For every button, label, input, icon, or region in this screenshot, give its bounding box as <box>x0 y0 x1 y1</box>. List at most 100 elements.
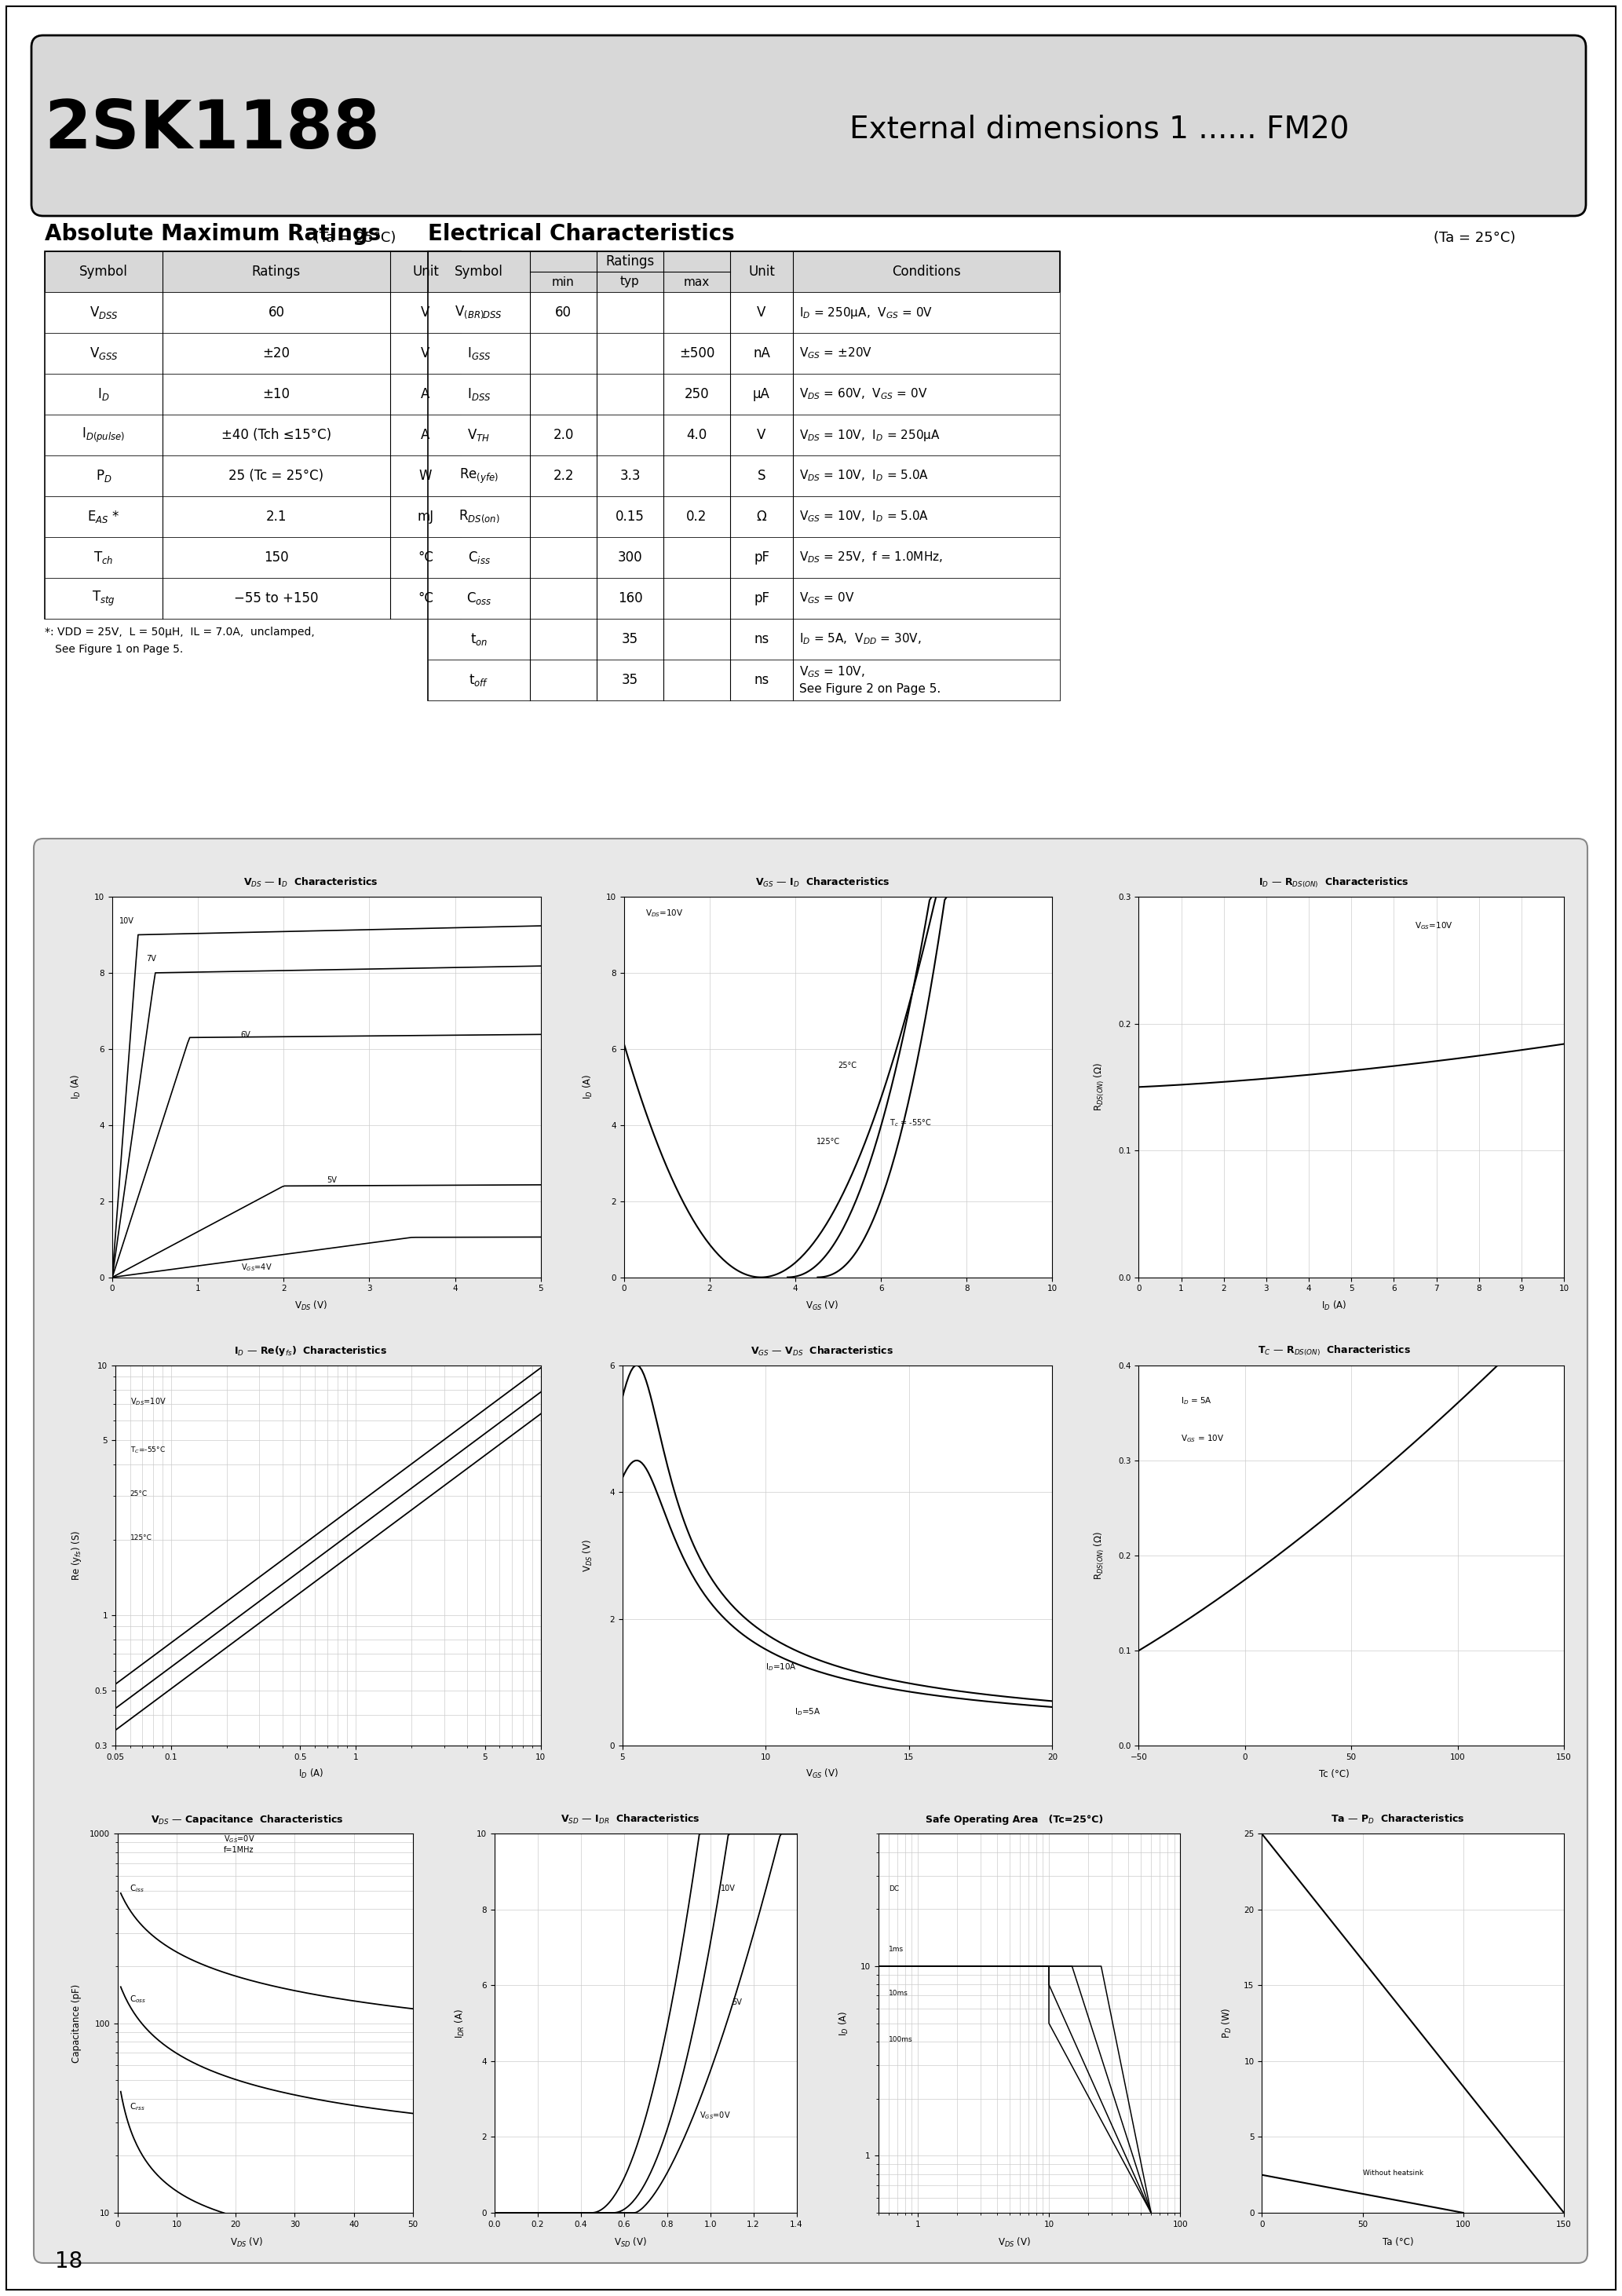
Text: V$_{SD}$ (V): V$_{SD}$ (V) <box>615 2236 647 2248</box>
Text: ±20: ±20 <box>263 347 290 360</box>
Text: Conditions: Conditions <box>892 264 960 278</box>
Text: 4.0: 4.0 <box>686 427 707 443</box>
Text: V$_{DS}$ = 10V,  I$_D$ = 5.0A: V$_{DS}$ = 10V, I$_D$ = 5.0A <box>800 468 929 482</box>
Text: I$_D$: I$_D$ <box>97 386 110 402</box>
Text: I$_D$ — R$_{DS (ON)}$  Characteristics: I$_D$ — R$_{DS (ON)}$ Characteristics <box>1259 875 1410 889</box>
Text: V$_{GS}$=4V: V$_{GS}$=4V <box>240 1263 272 1272</box>
Text: V$_{DS}$ — Capacitance  Characteristics: V$_{DS}$ — Capacitance Characteristics <box>151 1814 344 1825</box>
Text: R$_{DS(ON)}$ (Ω): R$_{DS(ON)}$ (Ω) <box>1093 1063 1106 1111</box>
Text: V$_{GS}$ — V$_{DS}$  Characteristics: V$_{GS}$ — V$_{DS}$ Characteristics <box>751 1345 894 1357</box>
Text: mJ: mJ <box>417 510 433 523</box>
Bar <box>45 250 461 292</box>
Text: A: A <box>422 388 430 402</box>
Text: T$_{ch}$: T$_{ch}$ <box>94 549 114 565</box>
Text: 5V: 5V <box>326 1176 337 1185</box>
Text: Unit: Unit <box>412 264 440 278</box>
Text: E$_{AS}$ *: E$_{AS}$ * <box>88 510 120 523</box>
Text: t$_{on}$: t$_{on}$ <box>470 631 488 647</box>
Bar <box>428 659 1059 700</box>
Text: I$_{DR}$ (A): I$_{DR}$ (A) <box>454 2009 466 2039</box>
Text: °C: °C <box>418 592 433 606</box>
Text: Without heatsink: Without heatsink <box>1362 2170 1422 2177</box>
Bar <box>428 537 1059 579</box>
Text: 250: 250 <box>684 388 709 402</box>
Text: I$_D$ (A): I$_D$ (A) <box>1322 1300 1346 1311</box>
Bar <box>45 250 461 618</box>
Text: V$_{TH}$: V$_{TH}$ <box>467 427 490 443</box>
Text: ns: ns <box>754 631 769 645</box>
Text: −55 to +150: −55 to +150 <box>234 592 318 606</box>
Text: 100ms: 100ms <box>889 2037 913 2043</box>
Text: C$_{oss}$: C$_{oss}$ <box>130 1993 146 2004</box>
Text: C$_{iss}$: C$_{iss}$ <box>130 1883 144 1894</box>
Text: 0.15: 0.15 <box>616 510 644 523</box>
Text: C$_{rss}$: C$_{rss}$ <box>130 2101 144 2112</box>
Text: V: V <box>757 305 766 319</box>
Text: min: min <box>551 276 574 287</box>
Text: V$_{DS}$=10V: V$_{DS}$=10V <box>130 1396 165 1407</box>
Text: ±500: ±500 <box>680 347 715 360</box>
Text: V$_{GS}$ = 0V: V$_{GS}$ = 0V <box>800 590 855 606</box>
Text: 35: 35 <box>621 631 639 645</box>
Text: Capacitance (pF): Capacitance (pF) <box>71 1984 81 2062</box>
Text: See Figure 1 on Page 5.: See Figure 1 on Page 5. <box>45 643 183 654</box>
Bar <box>428 292 1059 333</box>
Text: 160: 160 <box>618 592 642 606</box>
Text: See Figure 2 on Page 5.: See Figure 2 on Page 5. <box>800 684 941 696</box>
Text: I$_D$ (A): I$_D$ (A) <box>837 2011 850 2037</box>
Text: V$_{DS}$ (V): V$_{DS}$ (V) <box>230 2236 263 2248</box>
Text: 7V: 7V <box>146 955 157 962</box>
Text: Symbol: Symbol <box>79 264 128 278</box>
Text: 2SK1188: 2SK1188 <box>44 96 380 163</box>
Text: I$_{D (pulse)}$: I$_{D (pulse)}$ <box>83 425 125 443</box>
Text: DC: DC <box>889 1885 899 1892</box>
Text: V: V <box>757 427 766 443</box>
Text: I$_D$ — Re(y$_{fs}$)  Characteristics: I$_D$ — Re(y$_{fs}$) Characteristics <box>234 1345 388 1357</box>
Text: T$_c$ = -55°C: T$_c$ = -55°C <box>889 1118 931 1127</box>
Text: S: S <box>757 468 766 482</box>
Bar <box>428 579 1059 618</box>
Text: 18: 18 <box>55 2250 83 2273</box>
Text: V$_{GS}$ = 10V,  I$_D$ = 5.0A: V$_{GS}$ = 10V, I$_D$ = 5.0A <box>800 510 929 523</box>
Text: ns: ns <box>754 673 769 687</box>
Text: V$_{DSS}$: V$_{DSS}$ <box>89 305 118 321</box>
Text: Ω: Ω <box>756 510 767 523</box>
Text: 125°C: 125°C <box>816 1139 840 1146</box>
Text: Re (y$_{fs}$) (S): Re (y$_{fs}$) (S) <box>70 1531 83 1580</box>
Bar <box>45 333 461 374</box>
Text: V$_{DS}$ — I$_D$  Characteristics: V$_{DS}$ — I$_D$ Characteristics <box>243 877 378 889</box>
Bar <box>428 250 1059 292</box>
Text: 150: 150 <box>264 551 289 565</box>
FancyBboxPatch shape <box>31 34 1586 216</box>
Text: V$_{DS}$ (V): V$_{DS}$ (V) <box>998 2236 1030 2248</box>
Text: Ta (°C): Ta (°C) <box>1382 2239 1413 2248</box>
Bar <box>428 496 1059 537</box>
Text: V$_{GS}$ (V): V$_{GS}$ (V) <box>806 1768 839 1779</box>
Text: I$_D$=5A: I$_D$=5A <box>795 1706 821 1717</box>
FancyBboxPatch shape <box>34 838 1588 2264</box>
Text: Symbol: Symbol <box>454 264 503 278</box>
Text: V$_{GSS}$: V$_{GSS}$ <box>89 344 118 360</box>
Text: typ: typ <box>620 276 639 287</box>
Text: Electrical Characteristics: Electrical Characteristics <box>428 223 735 246</box>
Text: C$_{oss}$: C$_{oss}$ <box>466 590 491 606</box>
Text: R$_{DS(ON)}$ (Ω): R$_{DS(ON)}$ (Ω) <box>1093 1531 1106 1580</box>
Text: P$_D$ (W): P$_D$ (W) <box>1221 2007 1234 2039</box>
Bar <box>45 416 461 455</box>
Text: V$_{GS}$=10V: V$_{GS}$=10V <box>1414 921 1453 932</box>
Text: °C: °C <box>418 551 433 565</box>
Text: 10V: 10V <box>118 916 135 925</box>
Bar <box>45 537 461 579</box>
Text: I$_D$ (A): I$_D$ (A) <box>581 1075 594 1100</box>
Text: 2.0: 2.0 <box>553 427 574 443</box>
Text: V$_{DS}$=10V: V$_{DS}$=10V <box>646 907 683 918</box>
Text: 1ms: 1ms <box>889 1945 903 1954</box>
Text: I$_{GSS}$: I$_{GSS}$ <box>467 344 491 360</box>
Text: 25 (Tc = 25°C): 25 (Tc = 25°C) <box>229 468 324 482</box>
Text: I$_{DSS}$: I$_{DSS}$ <box>467 386 491 402</box>
Bar <box>428 618 1059 659</box>
Text: 25°C: 25°C <box>839 1061 856 1070</box>
Text: 60: 60 <box>268 305 284 319</box>
Text: 2.2: 2.2 <box>553 468 574 482</box>
Bar <box>428 333 1059 374</box>
